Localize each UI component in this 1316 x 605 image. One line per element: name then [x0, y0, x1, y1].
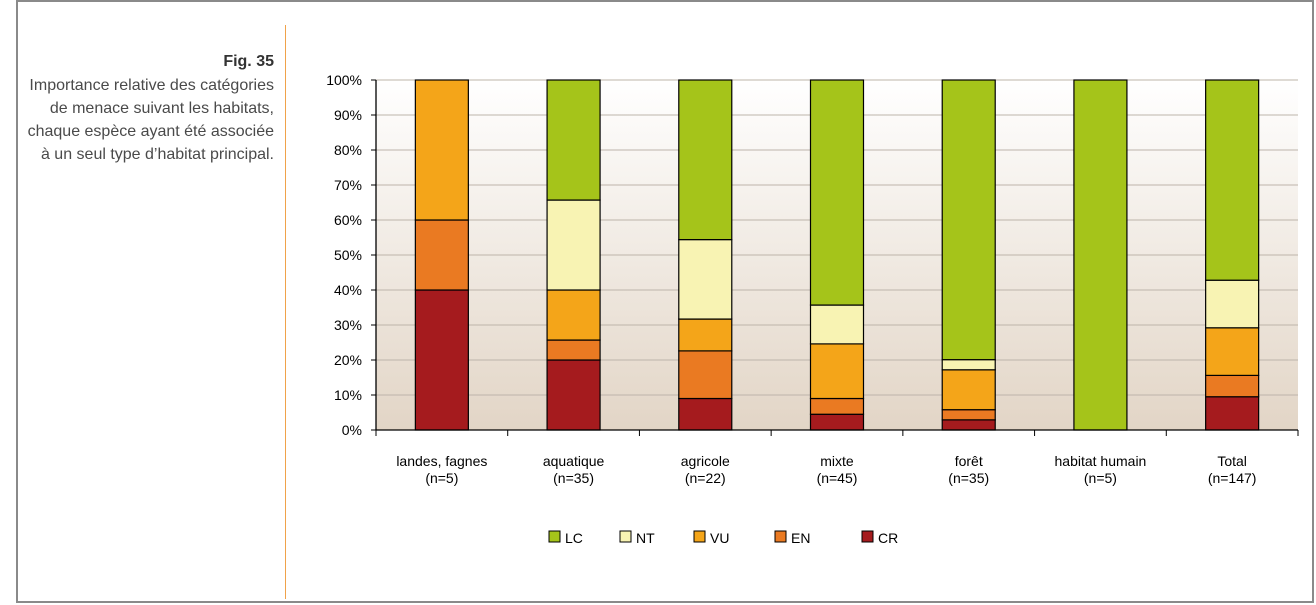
bar-segment-vu [1205, 327, 1260, 376]
legend-swatch-vu [693, 530, 706, 543]
figure-frame [16, 0, 1314, 603]
legend-swatch-nt [619, 530, 632, 543]
x-tick-label: aquatique (n=35) [543, 453, 605, 486]
bar-segment-lc [809, 79, 865, 306]
bar-segment-nt [809, 304, 865, 345]
caption-separator [285, 25, 286, 599]
bar-segment-en [414, 219, 469, 291]
y-tick-label: 100% [326, 72, 362, 88]
bar-segment-en [1205, 374, 1260, 398]
bar-segment-nt [1205, 279, 1260, 329]
y-tick-labels: 0% 10% 20% 30% 40% 50% 60% 70% 80% 90% 100% [326, 72, 362, 438]
bar-segment-nt [941, 359, 996, 371]
y-tick-label: 20% [334, 352, 362, 368]
legend-swatch-en [774, 530, 787, 543]
x-tick-label: landes, fagnes (n=5) [396, 453, 487, 486]
bar-segment-vu [809, 343, 865, 400]
bar-segment-cr [678, 397, 733, 431]
bars [414, 79, 1260, 431]
bar-segment-vu [546, 289, 601, 341]
bar-segment-en [809, 397, 865, 415]
y-tick-label: 90% [334, 107, 362, 123]
legend-swatch-cr [861, 530, 874, 543]
x-tick-label: agricole (n=22) [681, 453, 730, 486]
bar-segment-lc [941, 79, 996, 361]
bar-segment-nt [678, 239, 733, 320]
x-tick-label: Total (n=147) [1208, 453, 1257, 486]
y-tick-label: 50% [334, 247, 362, 263]
bar-segment-en [678, 350, 733, 400]
legend-label-cr: CR [878, 530, 898, 546]
figure-caption-text: Importance relative des catégories de me… [27, 77, 274, 163]
y-tick-label: 0% [342, 422, 362, 438]
legend-label-vu: VU [710, 530, 729, 546]
bar-segment-cr [546, 359, 601, 431]
bar-segment-lc [1205, 79, 1260, 281]
bar-segment-cr [414, 289, 469, 431]
legend-swatch-lc [548, 530, 561, 543]
y-tick-label: 60% [334, 212, 362, 228]
bar-segment-vu [678, 318, 733, 352]
x-tick-labels: landes, fagnes (n=5) aquatique (n=35) agrico… [396, 453, 1256, 486]
bar-segment-en [546, 339, 601, 361]
bar-segment-nt [546, 199, 601, 291]
figure-caption: Fig. 35 Importance relative des catégori… [20, 52, 274, 166]
axes [371, 79, 1299, 436]
bar-segment-lc [1073, 79, 1128, 431]
legend-label-lc: LC [565, 530, 583, 546]
bar-segment-cr [1205, 396, 1260, 431]
legend: LC NT VU EN CR [548, 530, 898, 546]
bar-segment-vu [414, 79, 469, 221]
legend-label-en: EN [791, 530, 810, 546]
bar-segment-lc [546, 79, 601, 201]
x-tick-label: forêt (n=35) [948, 453, 989, 486]
bar-segment-cr [941, 419, 996, 431]
y-tick-label: 30% [334, 317, 362, 333]
bar-segment-lc [678, 79, 733, 241]
bar-segment-en [941, 409, 996, 421]
x-tick-label: habitat humain (n=5) [1055, 453, 1147, 486]
figure-number: Fig. 35 [223, 53, 274, 70]
y-tick-label: 40% [334, 282, 362, 298]
y-tick-label: 10% [334, 387, 362, 403]
y-tick-label: 70% [334, 177, 362, 193]
x-tick-label: mixte (n=45) [817, 453, 858, 486]
bar-segment-vu [941, 369, 996, 411]
y-tick-label: 80% [334, 142, 362, 158]
legend-label-nt: NT [636, 530, 655, 546]
bar-segment-cr [809, 413, 865, 431]
